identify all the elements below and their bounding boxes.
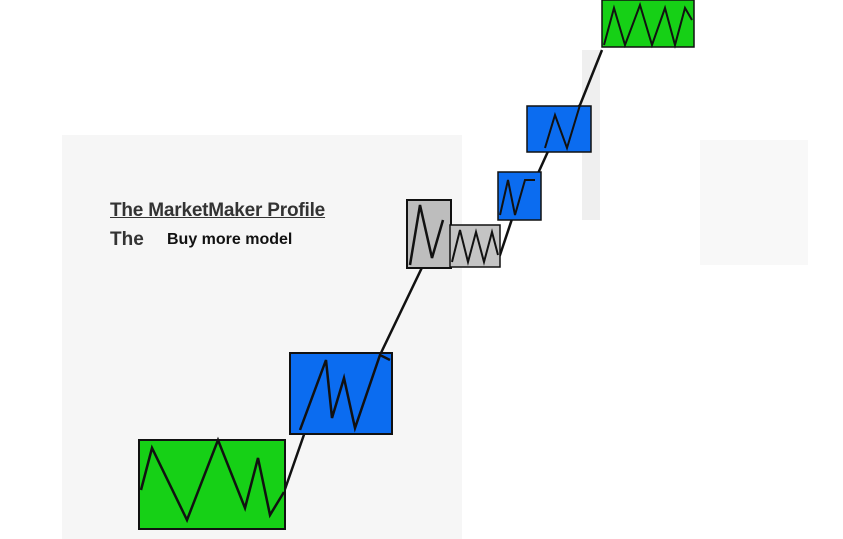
pause-box-gray-2 (449, 224, 501, 268)
diagram-title: The MarketMaker Profile (110, 200, 326, 221)
zigzag-line (544, 104, 581, 152)
zigzag-line (298, 353, 391, 433)
zigzag-line (603, 1, 693, 49)
markup-box-blue-1 (289, 352, 393, 435)
markup-box-blue-3 (526, 104, 592, 153)
subtitle-prefix: The (110, 229, 144, 250)
zigzag-line (451, 228, 499, 266)
distribution-box-green-2 (601, 0, 695, 49)
accumulation-box-green-1 (138, 436, 286, 530)
subtitle-model-label: Buy more model (167, 231, 293, 248)
zigzag-line (499, 179, 535, 216)
markup-box-blue-2 (497, 171, 542, 221)
pause-box-gray-1 (406, 199, 452, 269)
zigzag-line (408, 204, 445, 266)
background-panel (700, 140, 808, 265)
zigzag-line (139, 436, 286, 524)
